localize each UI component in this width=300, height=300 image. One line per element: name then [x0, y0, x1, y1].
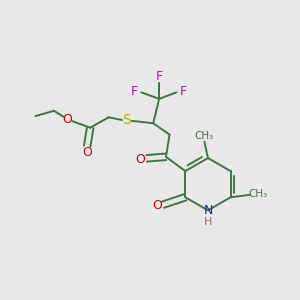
Text: F: F	[131, 85, 138, 98]
Text: F: F	[179, 85, 187, 98]
Text: CH₃: CH₃	[195, 131, 214, 141]
Text: F: F	[156, 70, 163, 83]
Text: O: O	[136, 153, 146, 166]
Text: O: O	[82, 146, 92, 159]
Text: CH₃: CH₃	[249, 189, 268, 199]
Text: N: N	[204, 203, 213, 217]
Text: O: O	[152, 199, 162, 212]
Text: S: S	[122, 113, 131, 127]
Text: H: H	[204, 217, 213, 226]
Text: O: O	[62, 112, 72, 126]
